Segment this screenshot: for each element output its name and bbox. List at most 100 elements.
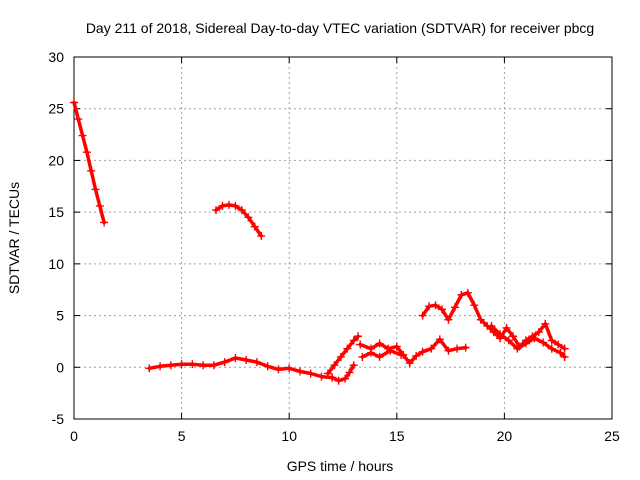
data-point	[366, 348, 375, 357]
data-point	[341, 374, 350, 383]
data-point	[263, 362, 272, 371]
data-point	[457, 290, 466, 299]
y-tick-label: 15	[48, 204, 64, 220]
data-point	[87, 166, 96, 175]
y-tick-label: -5	[52, 411, 65, 427]
data-point	[323, 369, 332, 378]
data-point	[218, 201, 227, 210]
data-point	[418, 347, 427, 356]
data-point	[513, 344, 522, 353]
data-point	[70, 98, 78, 107]
data-point	[554, 340, 563, 349]
series-arc-3	[145, 353, 337, 382]
series-arc-8	[418, 288, 569, 353]
data-point	[425, 302, 434, 311]
data-point	[252, 358, 261, 367]
data-point	[418, 311, 427, 320]
data-point	[166, 361, 175, 370]
data-point	[250, 222, 259, 231]
data-point	[237, 206, 246, 215]
data-point	[91, 185, 100, 194]
data-point	[444, 315, 453, 324]
data-point	[349, 361, 358, 370]
data-point	[242, 356, 251, 365]
data-point	[547, 336, 556, 345]
data-point	[560, 344, 569, 353]
series-line	[72, 100, 106, 225]
series-arc-9	[487, 321, 569, 361]
series-arc-2	[212, 200, 266, 240]
data-point	[257, 231, 266, 240]
x-tick-label: 15	[389, 428, 405, 444]
data-series	[70, 98, 569, 385]
grid	[74, 57, 612, 419]
data-point	[231, 353, 240, 362]
y-tick-label: 0	[56, 359, 64, 375]
data-point	[521, 339, 530, 348]
series-arc-5	[323, 332, 363, 378]
data-point	[209, 361, 218, 370]
data-point	[539, 338, 548, 347]
axis-ticks	[73, 56, 613, 420]
data-point	[435, 335, 444, 344]
data-point	[199, 361, 208, 370]
data-point	[375, 352, 384, 361]
data-point	[450, 303, 459, 312]
data-point	[156, 362, 165, 371]
x-tick-label: 0	[70, 428, 78, 444]
data-point	[547, 344, 556, 353]
y-tick-labels: -5 0 5 10 15 20 25 30	[48, 49, 64, 427]
data-point	[78, 131, 87, 140]
data-point	[95, 201, 104, 210]
data-point	[74, 115, 83, 124]
data-point	[345, 368, 354, 377]
data-point	[431, 301, 440, 310]
series-arc-1	[70, 98, 109, 227]
series-line	[489, 324, 567, 359]
x-tick-label: 5	[178, 428, 186, 444]
y-axis-label: SDTVAR / TECUs	[6, 182, 22, 294]
x-axis-label: GPS time / hours	[287, 458, 394, 474]
data-point	[437, 305, 446, 314]
x-tick-label: 20	[497, 428, 513, 444]
data-point	[405, 359, 414, 368]
y-tick-label: 30	[48, 49, 64, 65]
data-point	[541, 319, 550, 328]
data-point	[560, 352, 569, 361]
data-point	[463, 288, 472, 297]
data-point	[100, 218, 109, 227]
data-point	[412, 351, 421, 360]
data-point	[530, 334, 539, 343]
data-point	[330, 361, 339, 370]
y-tick-label: 25	[48, 101, 64, 117]
data-point	[476, 315, 485, 324]
data-point	[177, 360, 186, 369]
data-point	[534, 328, 543, 337]
data-point	[343, 344, 352, 353]
data-point	[509, 332, 518, 341]
data-point	[285, 364, 294, 373]
plot-frame	[73, 56, 613, 420]
data-point	[358, 352, 367, 361]
data-point	[461, 343, 470, 352]
data-point	[295, 367, 304, 376]
data-point	[274, 365, 283, 374]
y-tick-label: 20	[48, 152, 64, 168]
series-arc-7	[358, 346, 406, 361]
data-point	[317, 372, 326, 381]
data-point	[375, 339, 384, 348]
data-point	[397, 350, 406, 359]
data-point	[354, 332, 363, 341]
data-point	[427, 344, 436, 353]
data-point	[306, 369, 315, 378]
y-tick-label: 10	[48, 256, 64, 272]
data-point	[386, 346, 395, 355]
data-point	[356, 340, 365, 349]
data-point	[444, 346, 453, 355]
x-tick-labels: 0 5 10 15 20 25	[70, 428, 620, 444]
data-point	[504, 336, 513, 345]
data-point	[502, 323, 511, 332]
series-arc-6	[356, 335, 470, 368]
data-point	[220, 358, 229, 367]
